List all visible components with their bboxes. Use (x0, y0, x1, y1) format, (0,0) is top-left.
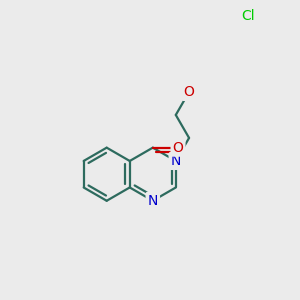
Text: O: O (184, 85, 194, 99)
Text: N: N (148, 194, 158, 208)
Text: Cl: Cl (242, 9, 255, 23)
Text: O: O (172, 141, 184, 155)
Text: N: N (171, 154, 181, 168)
